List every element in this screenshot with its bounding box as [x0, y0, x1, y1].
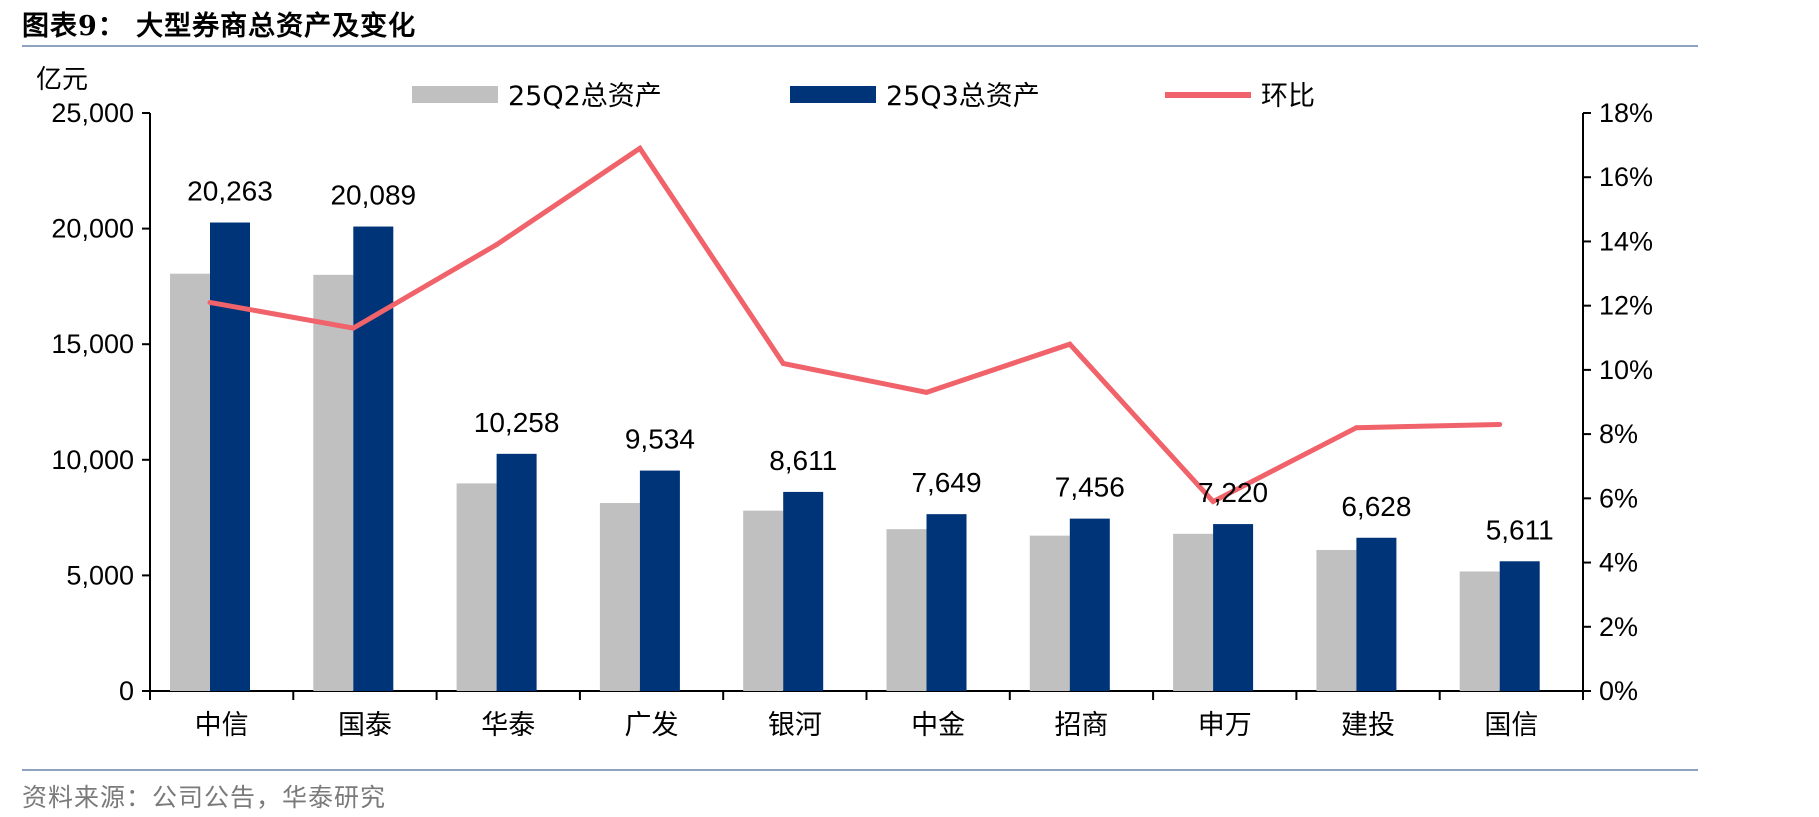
x-axis-category-label: 银河: [768, 710, 822, 741]
legend-label: 25Q3总资产: [886, 81, 1040, 112]
data-label-25q3: 20,089: [330, 180, 416, 211]
line-point-qoq: [1497, 421, 1503, 427]
right-axis-tick-label: 8%: [1599, 419, 1638, 449]
data-label-25q3: 7,456: [1055, 472, 1125, 503]
line-point-qoq: [1210, 499, 1216, 505]
left-axis-unit: 亿元: [36, 65, 88, 95]
x-axis-category-label: 国泰: [338, 710, 392, 741]
x-axis-category-label: 华泰: [481, 710, 535, 741]
left-axis-tick-label: 20,000: [51, 214, 134, 244]
bar-25q2: [886, 529, 927, 691]
line-point-qoq: [637, 145, 643, 151]
bar-25q3: [210, 222, 250, 691]
bar-25q3: [1356, 537, 1397, 691]
right-axis-tick-label: 6%: [1599, 483, 1638, 513]
x-axis-category-label: 建投: [1341, 710, 1395, 741]
bar-25q2: [1459, 571, 1500, 691]
legend-swatch: [412, 86, 498, 103]
bar-25q3: [926, 514, 967, 691]
bar-25q2: [743, 510, 784, 691]
line-point-qoq: [780, 360, 786, 366]
data-label-25q3: 8,611: [769, 445, 837, 476]
line-series-qoq: [209, 144, 1500, 505]
x-axis-category-label: 申万: [1198, 710, 1252, 741]
x-axis-category-label: 中信: [195, 710, 249, 741]
line-point-qoq: [1353, 425, 1359, 431]
bar-25q2: [1316, 549, 1357, 691]
source-note: 资料来源：公司公告，华泰研究: [22, 783, 387, 812]
bar-25q3: [353, 226, 394, 692]
bar-25q2: [170, 273, 210, 691]
x-axis-category-label: 国信: [1484, 710, 1538, 741]
left-axis-tick-label: 5,000: [66, 560, 134, 590]
bar-25q3: [1069, 518, 1110, 691]
x-axis-category-label: 招商: [1054, 710, 1108, 741]
line-point-qoq: [1067, 341, 1073, 347]
data-label-25q3: 6,628: [1341, 491, 1411, 522]
bar-25q2: [456, 483, 497, 691]
bar-25q2: [599, 503, 640, 691]
left-axis-tick-label: 10,000: [51, 445, 134, 475]
left-axis-tick-label: 0: [119, 676, 134, 706]
right-axis-tick-label: 18%: [1599, 98, 1653, 128]
bar-25q2: [1173, 533, 1214, 691]
left-axis-tick-label: 15,000: [51, 329, 134, 359]
legend-swatch: [790, 86, 876, 103]
bar-25q3: [639, 470, 680, 691]
data-label-25q3: 10,258: [474, 407, 560, 438]
right-axis-tick-label: 0%: [1599, 676, 1638, 706]
right-axis-tick-label: 16%: [1599, 162, 1653, 192]
legend-label: 25Q2总资产: [508, 81, 662, 112]
right-axis-tick-label: 2%: [1599, 612, 1638, 642]
figure-title: 图表9： 大型券商总资产及变化: [22, 11, 417, 42]
right-axis-tick-label: 4%: [1599, 548, 1638, 578]
bar-25q3: [1499, 561, 1540, 691]
line-point-qoq: [924, 389, 929, 395]
line-point-qoq: [350, 325, 356, 331]
bars-layer: [170, 222, 1540, 692]
right-axis-tick-label: 12%: [1599, 291, 1653, 321]
source-divider: [22, 769, 1698, 771]
bar-25q2: [313, 274, 354, 691]
bar-25q2: [1029, 535, 1070, 691]
line-layer: [207, 144, 1503, 505]
data-label-25q3: 20,263: [187, 176, 273, 207]
data-label-25q3: 9,534: [625, 424, 695, 455]
data-label-25q3: 7,220: [1198, 477, 1268, 508]
title-divider: [22, 45, 1698, 47]
bar-25q3: [1213, 524, 1254, 691]
x-axis-category-label: 广发: [625, 710, 679, 741]
line-point-qoq: [207, 299, 213, 305]
legend: 25Q2总资产 25Q3总资产 环比: [412, 81, 1315, 112]
data-label-25q3: 7,649: [911, 467, 981, 498]
line-point-qoq: [494, 242, 500, 248]
data-label-25q3: 5,611: [1486, 514, 1554, 545]
data-labels-layer: 20,263 20,089 10,258 9,534 8,611 7,649 7,456 7,…: [187, 176, 1554, 546]
left-axis-tick-label: 25,000: [51, 98, 134, 128]
right-axis-tick-label: 10%: [1599, 355, 1653, 385]
legend-label: 环比: [1261, 81, 1315, 112]
right-axis-tick-label: 14%: [1599, 226, 1653, 256]
bar-25q3: [783, 491, 824, 691]
bar-25q3: [496, 453, 537, 691]
x-axis-category-label: 中金: [911, 710, 965, 741]
